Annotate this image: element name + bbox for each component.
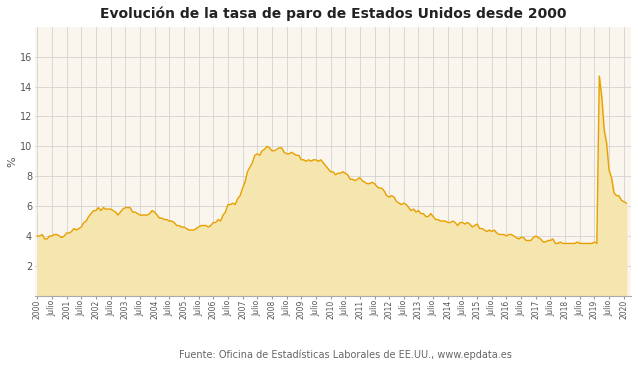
Text: Fuente: Oficina de Estadísticas Laborales de EE.UU., www.epdata.es: Fuente: Oficina de Estadísticas Laborale… xyxy=(179,350,512,360)
Y-axis label: %: % xyxy=(7,156,17,166)
Title: Evolución de la tasa de paro de Estados Unidos desde 2000: Evolución de la tasa de paro de Estados … xyxy=(100,7,566,21)
